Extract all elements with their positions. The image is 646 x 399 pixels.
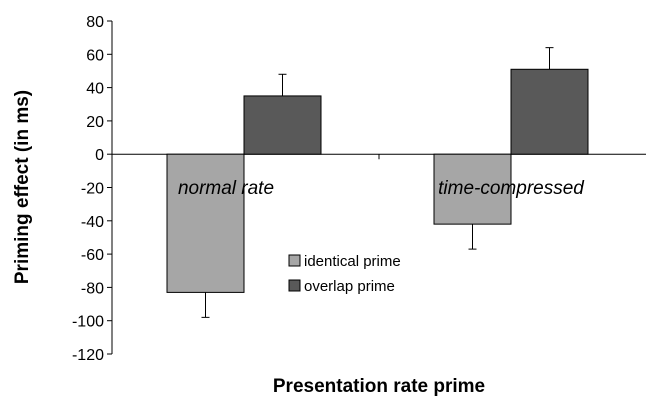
- category-label: time-compressed: [438, 178, 585, 199]
- bars: [166, 68, 589, 293]
- bar-overlap-prime: [510, 68, 589, 155]
- legend: identical prime overlap prime: [288, 253, 401, 295]
- y-axis: 80 60 40 20 0 -20 -40 -60 -80 -100 -120: [72, 14, 113, 364]
- error-bars: [201, 47, 554, 318]
- x-axis-title: Presentation rate prime: [273, 376, 485, 397]
- y-tick-label: -80: [81, 280, 104, 297]
- legend-label: overlap prime: [304, 278, 395, 295]
- y-tick-label: 20: [86, 114, 104, 131]
- legend-swatch: [288, 279, 301, 292]
- category-label: normal rate: [178, 178, 274, 199]
- y-tick-label: -120: [72, 347, 104, 364]
- y-axis-title: Priming effect (in ms): [12, 90, 33, 284]
- y-tick-label: 60: [86, 47, 104, 64]
- y-tick-label: -60: [81, 247, 104, 264]
- bar-identical-prime: [433, 153, 512, 225]
- bar-overlap-prime: [243, 95, 322, 155]
- y-tick-label: 0: [95, 147, 104, 164]
- y-tick-label: -100: [72, 314, 104, 331]
- category-labels: normal rate time-compressed: [178, 178, 585, 199]
- y-tick-label: -40: [81, 214, 104, 231]
- y-tick-label: -20: [81, 181, 104, 198]
- y-tick-label: 40: [86, 81, 104, 98]
- y-tick-label: 80: [86, 14, 104, 31]
- legend-swatch: [288, 254, 301, 267]
- legend-label: identical prime: [304, 253, 401, 270]
- bar-identical-prime: [166, 153, 245, 293]
